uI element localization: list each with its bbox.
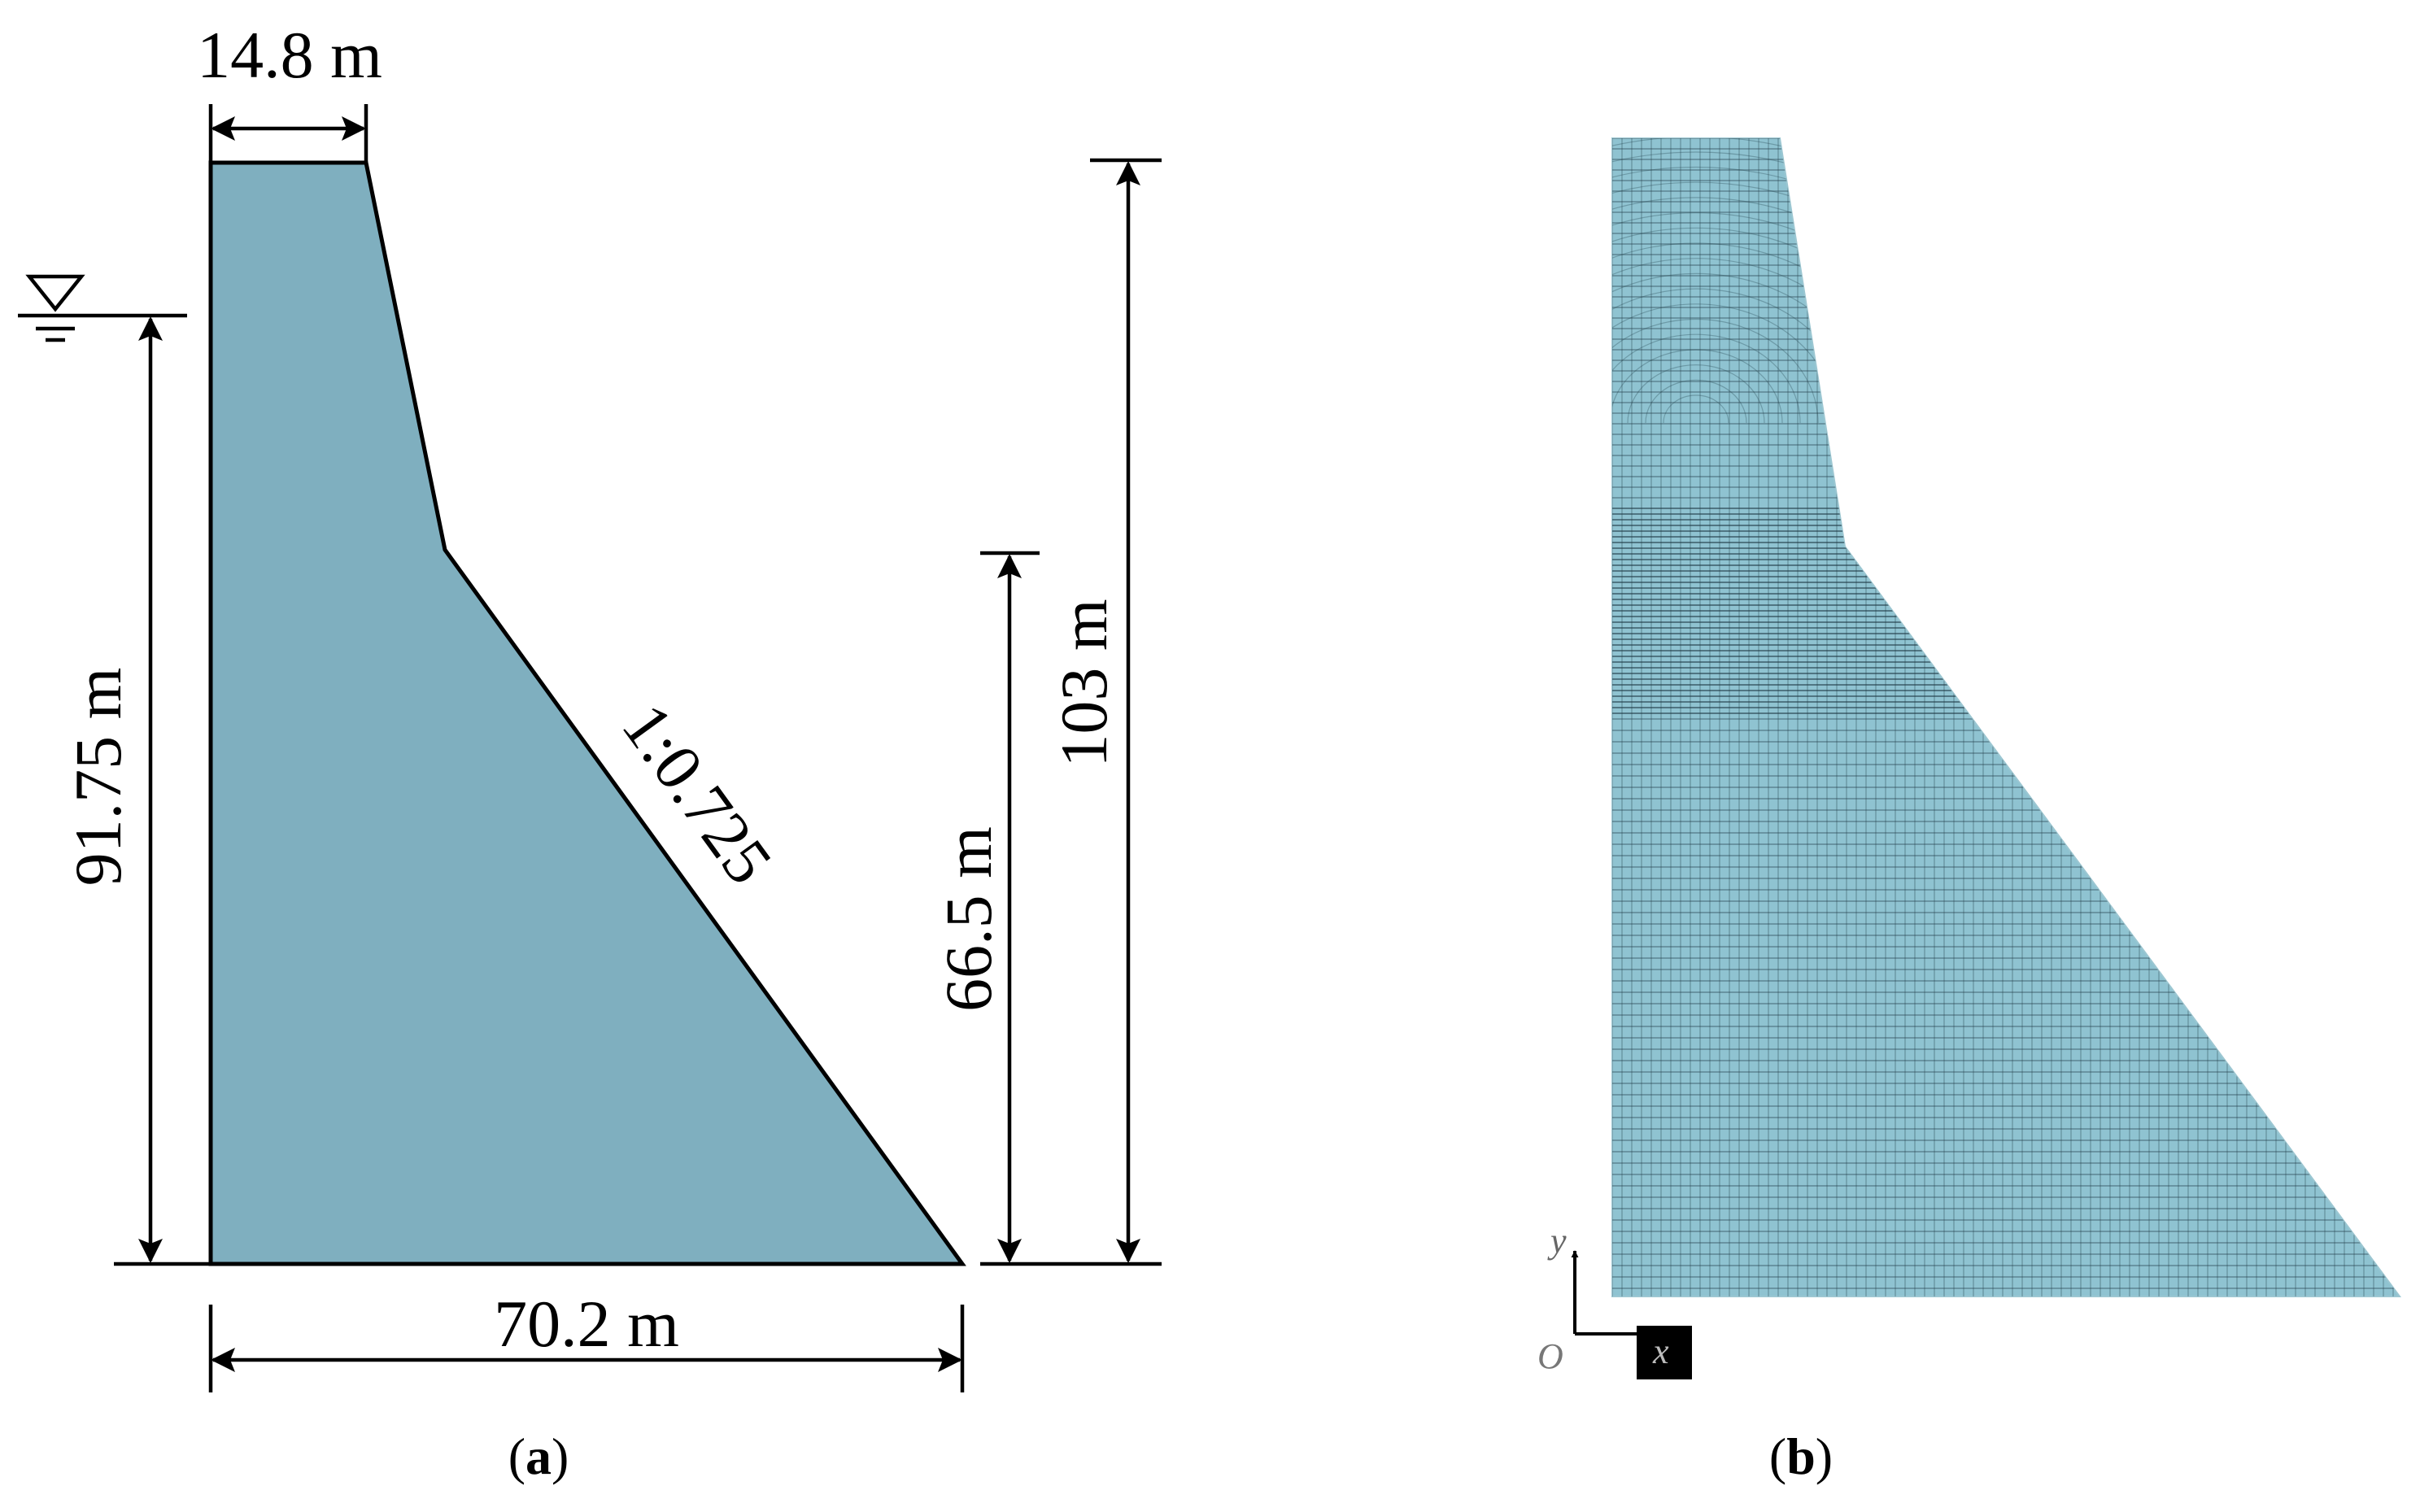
mesh-arc (1627, 364, 1765, 424)
coordinate-axes: y O x (1537, 1221, 1692, 1379)
lower-height-dimension: 66.5 m (931, 551, 1066, 1266)
caption-b: (b) (1769, 1427, 1833, 1485)
crest-width-dimension: 14.8 m (197, 18, 382, 163)
axis-x-label: x (1652, 1331, 1669, 1371)
base-width-label: 70.2 m (494, 1287, 679, 1361)
total-height-label: 103 m (1047, 599, 1121, 767)
axis-x-label-box (1637, 1326, 1692, 1379)
water-depth-label: 91.75 m (61, 668, 135, 887)
total-height-dimension: 103 m (1047, 158, 1162, 1266)
crest-width-label: 14.8 m (197, 18, 382, 92)
caption-a: (a) (508, 1427, 569, 1485)
mesh-arc (1612, 318, 1819, 424)
water-level-triangle-icon (18, 274, 187, 342)
water-depth-dimension: 91.75 m (61, 316, 211, 1266)
lower-height-label: 66.5 m (931, 826, 1005, 1012)
base-width-dimension: 70.2 m (208, 1287, 965, 1392)
mesh-arc (1612, 333, 1801, 424)
mesh-dam-body (1611, 137, 2401, 1297)
axis-origin-label: O (1537, 1336, 1563, 1376)
panel-a: 14.8 m 70.2 m 91.75 m 66.5 m 103 m (18, 18, 1162, 1485)
axis-y-label: y (1547, 1221, 1567, 1261)
dam-cross-section (208, 160, 966, 1266)
mesh-arc (1612, 349, 1783, 424)
mesh-arc (1645, 379, 1747, 424)
mesh-arc (1663, 394, 1729, 424)
panel-b: y O x (b) (1537, 137, 2401, 1485)
